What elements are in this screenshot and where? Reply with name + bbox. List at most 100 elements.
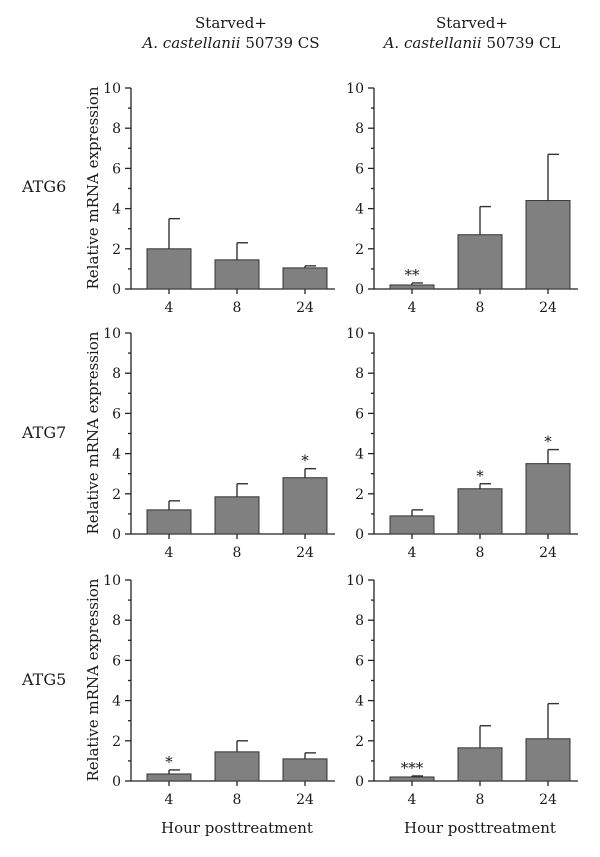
x-tick-label: 4 [165, 300, 174, 316]
x-tick-label: 24 [296, 300, 314, 316]
x-tick-label: 4 [408, 545, 417, 561]
y-tick-label: 4 [355, 202, 364, 218]
bar-8h [457, 234, 503, 290]
bar-24h [525, 200, 571, 290]
y-axis-label-row-2: Relative mRNA expression [84, 331, 102, 534]
row-label-atg6: ATG6 [21, 177, 66, 196]
column-title-2-species: A. castellanii [382, 34, 482, 52]
significance-mark: *** [401, 759, 424, 777]
bar-4h [146, 773, 192, 782]
significance-mark: * [476, 467, 484, 485]
y-tick-label: 8 [355, 121, 364, 137]
bar-24h [282, 477, 328, 535]
x-tick-label: 8 [233, 792, 242, 808]
y-tick-label: 0 [112, 527, 121, 543]
x-axis-label-right: Hour posttreatment [404, 819, 556, 837]
x-tick-label: 24 [539, 792, 557, 808]
y-tick-label: 8 [112, 366, 121, 382]
x-tick-label: 8 [476, 545, 485, 561]
y-tick-label: 2 [355, 734, 364, 750]
y-tick-label: 6 [355, 653, 364, 669]
x-tick-label: 4 [408, 300, 417, 316]
x-tick-label: 8 [233, 300, 242, 316]
row-label-atg5: ATG5 [21, 670, 66, 689]
x-tick-label: 24 [296, 792, 314, 808]
y-tick-label: 2 [355, 487, 364, 503]
bar-24h [525, 463, 571, 535]
significance-mark: * [301, 452, 309, 470]
y-tick-label: 10 [346, 573, 364, 589]
column-title-1-line2: A. castellanii 50739 CS [140, 34, 319, 52]
bar-8h [214, 751, 260, 782]
y-tick-label: 0 [112, 282, 121, 298]
y-tick-label: 8 [355, 613, 364, 629]
y-tick-label: 4 [355, 694, 364, 710]
x-tick-label: 4 [165, 545, 174, 561]
bar-24h [525, 738, 571, 782]
bar-8h [214, 496, 260, 535]
bar-4h [389, 776, 435, 782]
y-tick-label: 6 [112, 161, 121, 177]
y-tick-label: 0 [355, 774, 364, 790]
y-tick-label: 8 [112, 613, 121, 629]
bar-4h [389, 284, 435, 290]
y-tick-label: 6 [112, 653, 121, 669]
column-title-2-line2: A. castellanii 50739 CL [382, 34, 561, 52]
y-tick-label: 2 [355, 242, 364, 258]
y-tick-label: 8 [355, 366, 364, 382]
y-tick-label: 10 [346, 326, 364, 342]
y-tick-label: 0 [355, 527, 364, 543]
x-tick-label: 4 [165, 792, 174, 808]
bar-4h [146, 509, 192, 535]
y-tick-label: 6 [355, 161, 364, 177]
y-tick-label: 8 [112, 121, 121, 137]
y-tick-label: 4 [112, 694, 121, 710]
y-tick-label: 10 [346, 81, 364, 97]
column-title-2-line1: Starved+ [436, 14, 508, 32]
significance-mark: ** [405, 266, 421, 284]
y-tick-label: 4 [112, 447, 121, 463]
column-title-2-strain: 50739 CL [482, 34, 561, 52]
y-tick-label: 6 [355, 406, 364, 422]
x-tick-label: 8 [476, 300, 485, 316]
x-axis-label-left: Hour posttreatment [161, 819, 313, 837]
y-tick-label: 10 [103, 81, 121, 97]
bar-8h [457, 747, 503, 782]
y-tick-label: 4 [355, 447, 364, 463]
significance-mark: * [165, 753, 173, 771]
y-tick-label: 4 [112, 202, 121, 218]
bar-24h [282, 267, 328, 290]
y-tick-label: 10 [103, 573, 121, 589]
x-tick-label: 24 [539, 545, 557, 561]
y-tick-label: 2 [112, 734, 121, 750]
y-tick-label: 0 [355, 282, 364, 298]
x-tick-label: 8 [233, 545, 242, 561]
y-axis-label-row-3: Relative mRNA expression [84, 578, 102, 781]
x-tick-label: 4 [408, 792, 417, 808]
y-tick-label: 2 [112, 242, 121, 258]
bar-4h [389, 515, 435, 535]
bar-4h [146, 248, 192, 290]
column-title-1-strain: 50739 CS [241, 34, 320, 52]
y-axis-label-row-1: Relative mRNA expression [84, 86, 102, 289]
bar-8h [457, 488, 503, 535]
row-label-atg7: ATG7 [21, 423, 66, 442]
x-tick-label: 8 [476, 792, 485, 808]
significance-mark: * [544, 433, 552, 451]
y-tick-label: 0 [112, 774, 121, 790]
x-tick-label: 24 [539, 300, 557, 316]
bar-8h [214, 259, 260, 290]
y-tick-label: 10 [103, 326, 121, 342]
y-tick-label: 6 [112, 406, 121, 422]
x-tick-label: 24 [296, 545, 314, 561]
column-title-1-species: A. castellanii [140, 34, 240, 52]
bar-24h [282, 758, 328, 782]
